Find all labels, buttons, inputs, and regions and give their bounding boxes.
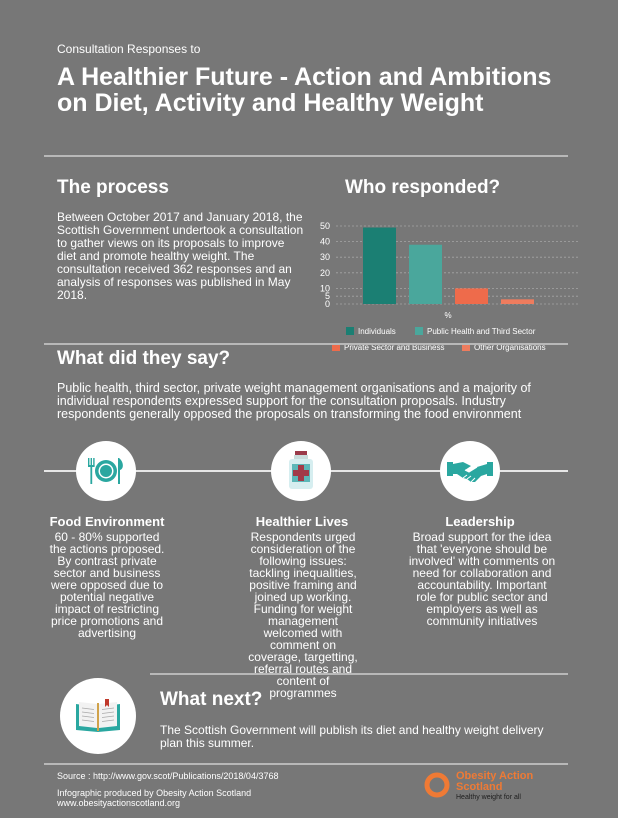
obesity-action-scotland-logo: Obesity Action Scotland Healthy weight f… — [424, 770, 564, 802]
process-heading: The process — [57, 177, 169, 198]
food-environment-text: 60 - 80% supported the actions proposed.… — [49, 530, 165, 640]
who-responded-chart: 0 5 10 20 30 40 50% Individuals Public Health an… — [310, 215, 580, 365]
open-book-icon — [76, 699, 120, 732]
medicine-bottle-icon — [289, 451, 313, 489]
logo-name-line2: Scotland — [456, 781, 503, 793]
legend-swatch — [346, 327, 354, 335]
legend-label: Public Health and Third Sector — [427, 327, 536, 336]
healthier-lives-title: Healthier Lives — [255, 514, 349, 529]
bar — [363, 227, 396, 304]
leadership-circle — [440, 441, 500, 501]
produced-by-text: Infographic produced by Obesity Action S… — [57, 788, 252, 798]
food-environment-title: Food Environment — [49, 514, 165, 529]
divider — [44, 343, 568, 345]
healthier-lives-circle — [271, 441, 331, 501]
bar — [409, 244, 442, 304]
y-tick-label: 50 — [320, 221, 330, 231]
what-next-circle — [60, 678, 136, 754]
who-responded-heading: Who responded? — [345, 177, 501, 198]
leadership-text: Broad support for the idea that 'everyon… — [408, 530, 556, 628]
y-tick-label: 10 — [320, 283, 330, 293]
plate-cutlery-icon — [88, 458, 123, 484]
healthier-lives-text: Respondents urged consideration of the f… — [248, 530, 358, 700]
legend-swatch — [462, 343, 470, 351]
what-next-heading: What next? — [160, 689, 263, 710]
legend-label: Private Sector and Business — [344, 343, 445, 352]
divider — [150, 673, 568, 675]
legend-swatch — [415, 327, 423, 335]
website-link[interactable]: www.obesityactionscotland.org — [57, 798, 181, 808]
kicker-text: Consultation Responses to — [57, 42, 201, 56]
process-text: Between October 2017 and January 2018, t… — [57, 210, 304, 302]
food-environment-circle — [76, 441, 136, 501]
logo-name-line1: Obesity Action — [456, 770, 534, 782]
logo-tagline: Healthy weight for all — [456, 794, 521, 801]
y-tick-label: 40 — [320, 237, 330, 247]
y-tick-label: 5 — [325, 291, 330, 301]
y-tick-label: 30 — [320, 252, 330, 262]
y-tick-label: 0 — [325, 299, 330, 309]
leadership-title: Leadership — [445, 514, 515, 529]
page-title: A Healthier Future - Action and Ambition… — [57, 63, 552, 117]
logo-ring-icon — [424, 772, 450, 798]
legend-label: Other Organisations — [474, 343, 546, 352]
divider — [44, 763, 568, 765]
legend-label: Individuals — [358, 327, 396, 336]
source-text: Source : http://www.gov.scot/Publication… — [57, 771, 279, 781]
bar — [501, 299, 534, 304]
handshake-icon — [447, 462, 493, 483]
divider — [44, 155, 568, 157]
bar — [455, 288, 488, 304]
y-tick-label: 20 — [320, 268, 330, 278]
what-did-they-say-text: Public health, third sector, private wei… — [57, 381, 531, 421]
x-axis-label: % — [444, 311, 451, 320]
legend-swatch — [332, 343, 340, 351]
what-did-they-say-heading: What did they say? — [57, 348, 231, 369]
what-next-text: The Scottish Government will publish its… — [160, 723, 544, 750]
